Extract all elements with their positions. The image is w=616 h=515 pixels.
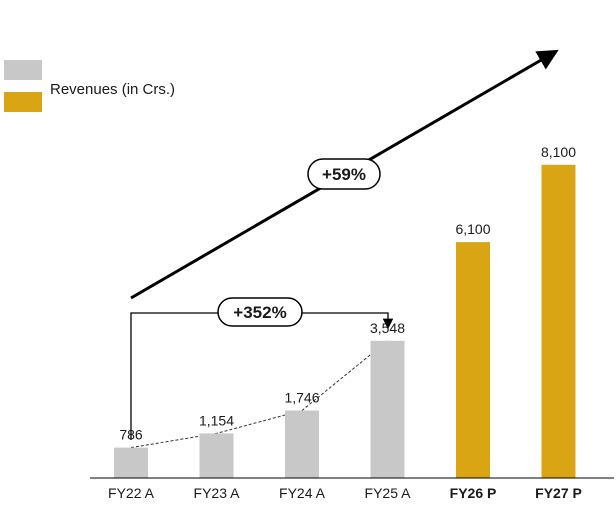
- value-label: 6,100: [455, 221, 490, 237]
- legend: Revenues (in Crs.): [4, 60, 175, 112]
- value-label: 1,154: [199, 412, 234, 428]
- category-label: FY27 P: [535, 485, 582, 501]
- cagr-callout-box: [307, 158, 381, 190]
- category-label: FY26 P: [450, 485, 497, 501]
- value-label: 3,548: [370, 320, 405, 336]
- category-label: FY25 A: [365, 485, 412, 501]
- category-label: FY22 A: [108, 485, 155, 501]
- bar-fy23-a: [199, 433, 234, 478]
- overall-growth-arrow: +59%: [130, 49, 559, 300]
- actuals-growth-bracket: +352%: [130, 297, 394, 440]
- growth-callout-box: [217, 297, 303, 327]
- legend-swatch-projected: [4, 92, 42, 112]
- bar-fy27-p: [541, 164, 576, 479]
- value-label: 1,746: [284, 389, 319, 405]
- category-label: FY24 A: [279, 485, 326, 501]
- legend-label-revenues: Revenues (in Crs.): [50, 81, 175, 98]
- legend-swatch-actual: [4, 60, 42, 80]
- bar-fy22-a: [114, 447, 148, 478]
- growth-callout-label: +352%: [233, 303, 286, 322]
- bar-fy24-a: [285, 410, 319, 478]
- category-label: FY23 A: [194, 485, 241, 501]
- value-label: 786: [119, 427, 143, 443]
- bar-fy26-p: [456, 242, 490, 478]
- bars-group: 786 FY22 A 1,154 FY23 A 1,746 FY24 A 3,548 FY25…: [108, 144, 582, 501]
- bar-fy25-a: [370, 340, 405, 478]
- actuals-trend-line: [130, 340, 388, 449]
- value-label: 8,100: [541, 144, 576, 160]
- cagr-callout-label: +59%: [322, 165, 366, 184]
